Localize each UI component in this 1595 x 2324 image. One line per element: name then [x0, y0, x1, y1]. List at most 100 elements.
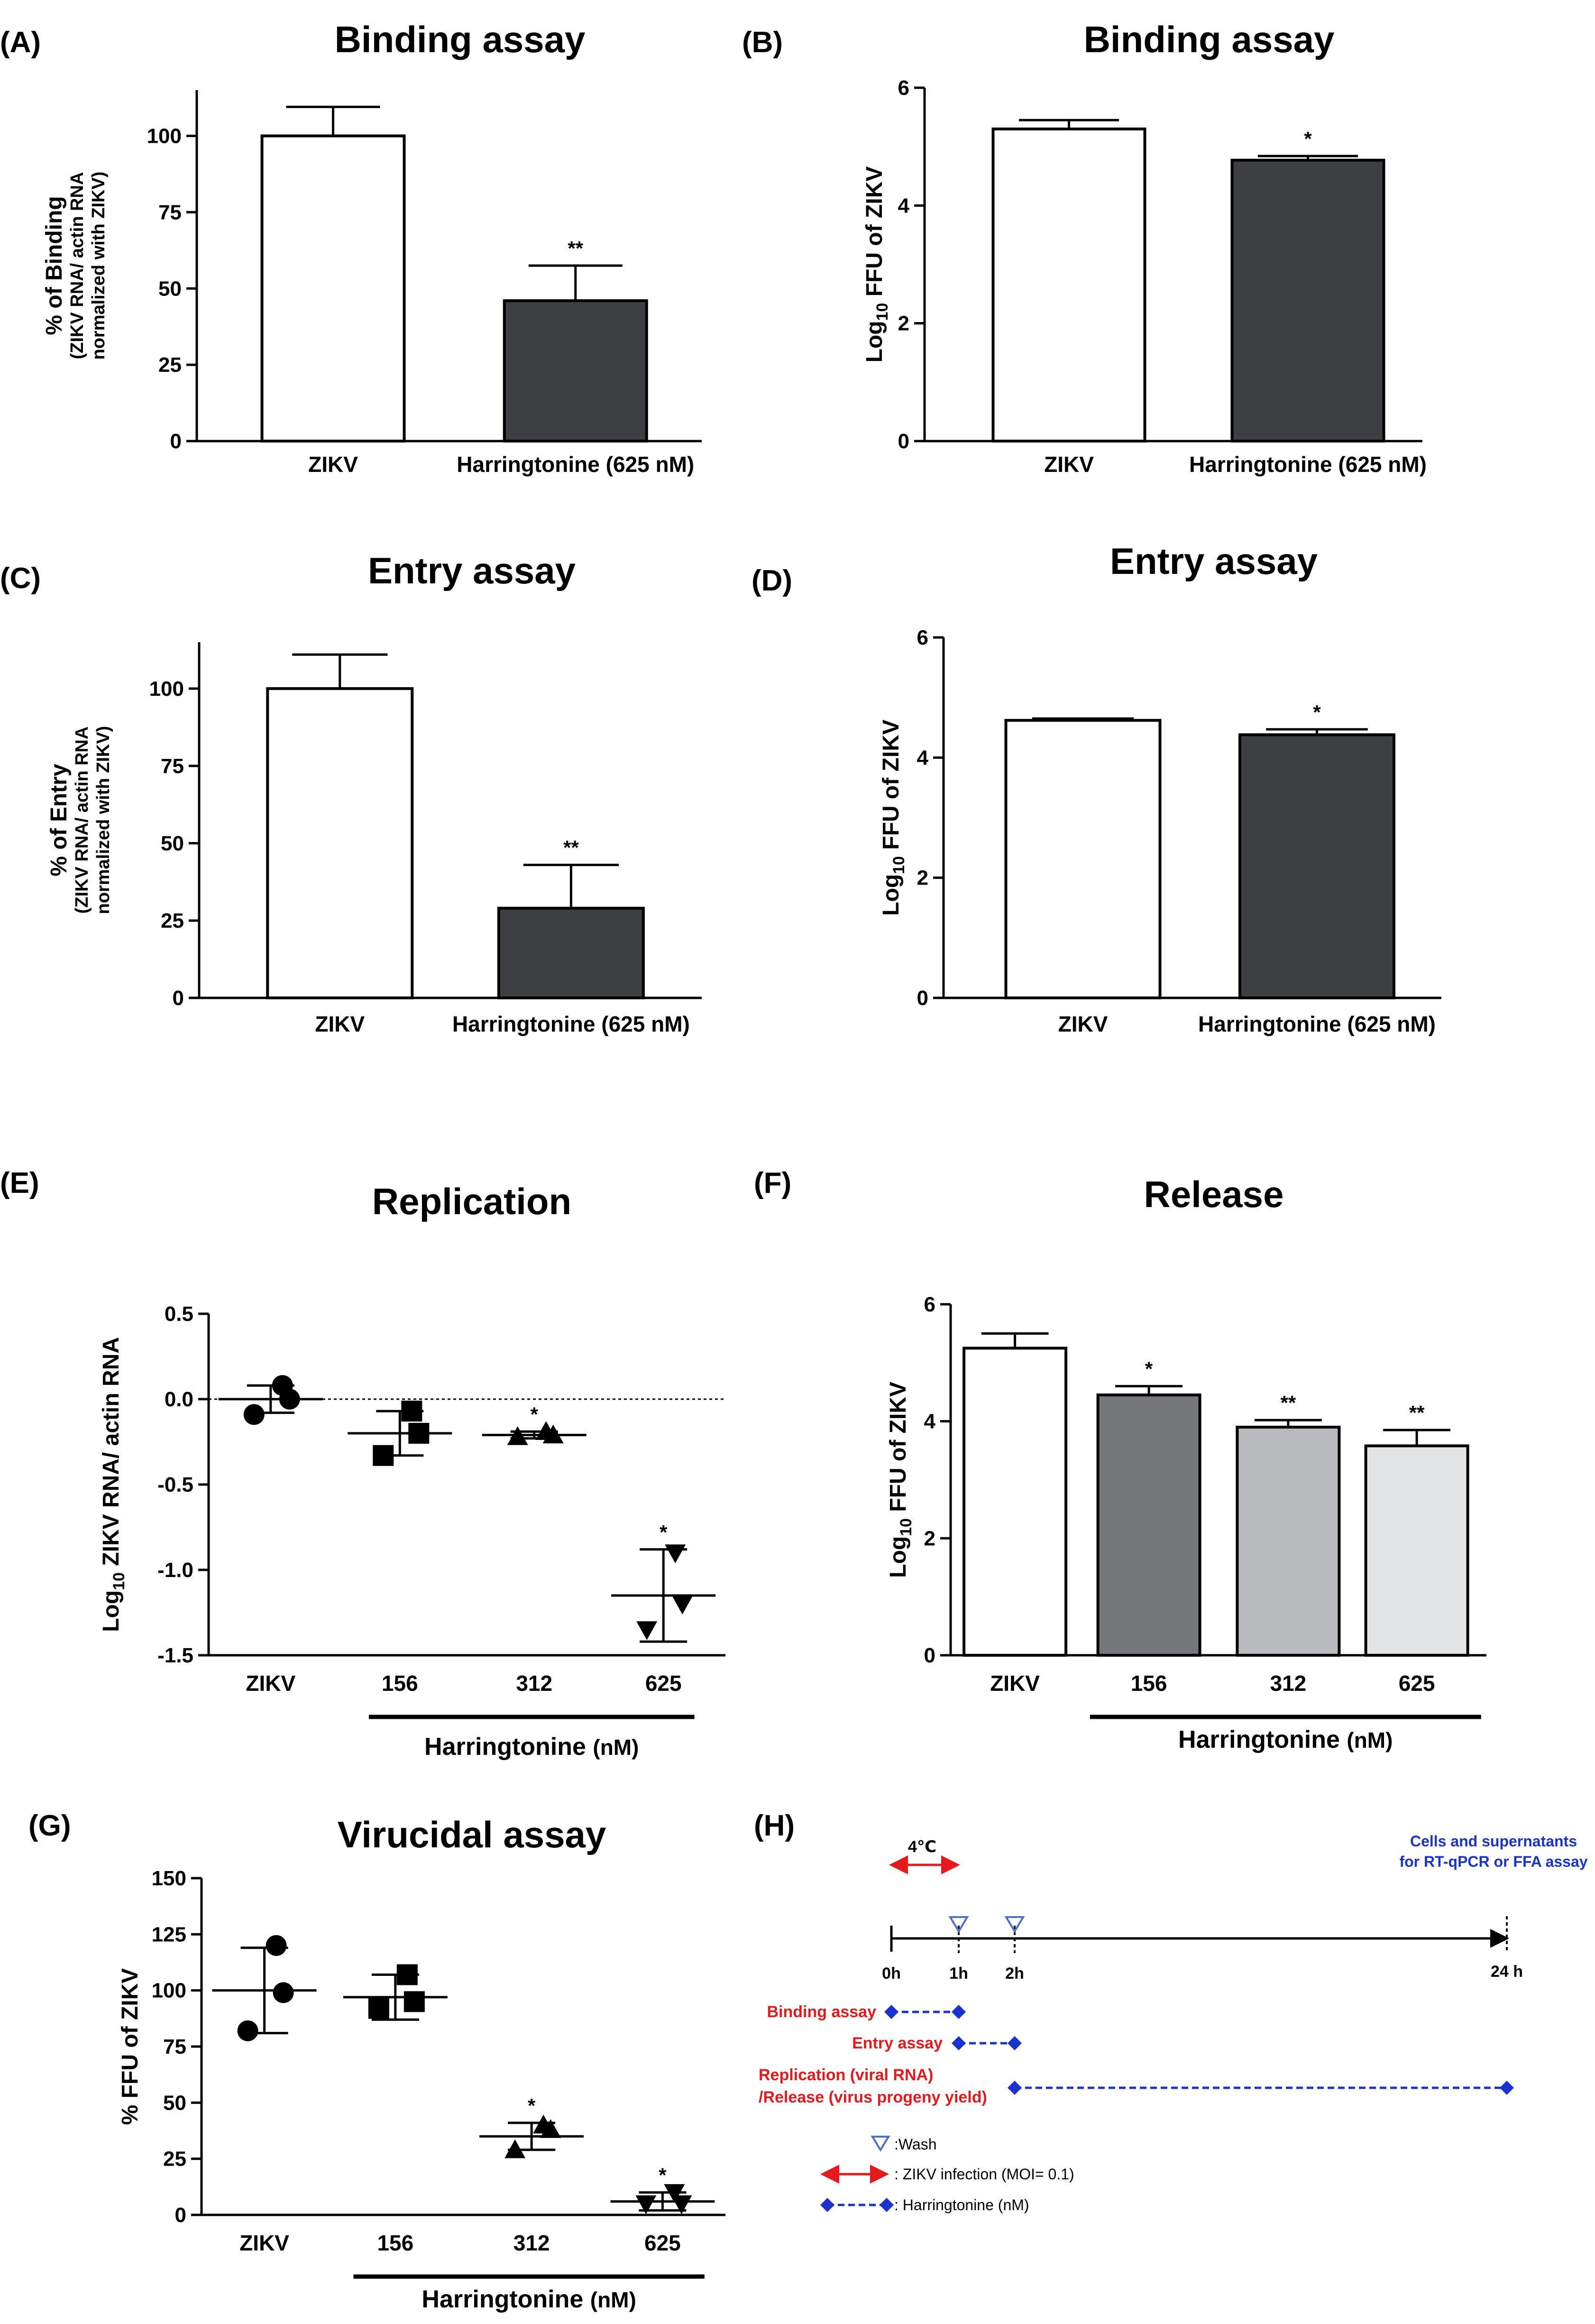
bar [1238, 733, 1395, 999]
y-tick-label: -0.5 [157, 1473, 193, 1496]
x-category-label: 156 [1131, 1671, 1167, 1696]
y-tick-label: 2 [898, 312, 909, 335]
y-tick-label: 0.5 [165, 1302, 193, 1326]
data-point [237, 2020, 258, 2041]
chart-title: Entry assay [368, 550, 576, 591]
panel-label: (A) [0, 26, 41, 59]
y-tick-label: 4 [917, 746, 929, 769]
y-tick-label: 25 [163, 2148, 186, 2171]
panel-label: (D) [752, 564, 792, 597]
group-label: Harringtonine (nM) [424, 1733, 639, 1761]
chart-panel-d: (D) Entry assay 0 2 4 6 Log10 FFU of ZIKV ZIKV *… [752, 540, 1441, 1036]
wash-icon [948, 1916, 969, 1933]
y-tick-label: 0 [173, 987, 184, 1010]
x-category-label: Harringtonine (625 nM) [1198, 1012, 1436, 1036]
y-tick-label: 125 [152, 1923, 186, 1946]
x-category-label: Harringtonine (625 nM) [452, 1012, 690, 1036]
x-category-label: ZIKV [246, 1671, 295, 1696]
significance-label: * [660, 1521, 668, 1543]
x-category-label: ZIKV [308, 452, 358, 477]
legend-wash-label: :Wash [894, 2136, 937, 2153]
chart-panel-b: (B) Binding assay 0 2 4 6 Log10 FFU of ZIKV ZIK… [742, 18, 1427, 477]
significance-label: ** [1409, 1402, 1425, 1424]
significance-label: ** [1281, 1392, 1296, 1414]
data-point [540, 2119, 561, 2138]
x-category-label: 312 [513, 2231, 550, 2255]
y-tick-label: 75 [161, 755, 184, 778]
y-tick-label: 0 [898, 430, 909, 453]
y-tick-label: -1.5 [157, 1644, 193, 1667]
chart-title: Binding assay [1084, 18, 1335, 60]
significance-label: ** [563, 837, 579, 859]
timeline-hour-label: 0h [882, 1964, 901, 1983]
bar [962, 1346, 1068, 1657]
y-axis-label: % FFU of ZIKV [118, 1968, 143, 2125]
bar [266, 687, 414, 999]
timeline-diagram: 4℃ 0h 1h 2h 24 h Cells and supernatants … [754, 1809, 1588, 2213]
data-point [279, 1389, 300, 1410]
data-point [243, 1404, 265, 1425]
bar [260, 134, 406, 443]
y-tick-label: 0 [170, 430, 182, 453]
bar [1096, 1393, 1201, 1657]
y-tick-label: 2 [917, 867, 928, 890]
y-tick-label: 6 [917, 626, 928, 649]
timeline-collect-label: Cells and supernatants [1410, 1833, 1577, 1850]
chart-panel-g: (G) Virucidal assay 0 25 50 75 100 125 150 % FFU … [28, 1809, 725, 2313]
significance-label: * [659, 2164, 667, 2186]
data-point [403, 1991, 425, 2012]
timeline-row-binding-label: Binding assay [767, 2003, 876, 2021]
data-point [373, 1445, 394, 1466]
timeline-hour-label: 2h [1005, 1964, 1024, 1983]
panel-label: (H) [754, 1809, 795, 1842]
data-point [408, 1423, 430, 1444]
panel-label: (E) [0, 1167, 39, 1199]
chart-title: Virucidal assay [338, 1814, 606, 1855]
y-axis-label: Log10 ZIKV RNA/ actin RNA [99, 1337, 128, 1632]
data-point [273, 1982, 294, 2003]
y-axis-label: (ZIKV RNA/ actin RNA [72, 727, 92, 914]
legend-infection-label: : ZIKV infection (MOI= 0.1) [894, 2166, 1074, 2183]
bar [497, 906, 645, 999]
panel-label: (C) [0, 562, 41, 595]
wash-icon [871, 2136, 890, 2152]
data-point [368, 1998, 389, 2019]
legend-harringtonine-label: : Harringtonine (nM) [894, 2196, 1029, 2213]
x-category-label: 625 [644, 2231, 681, 2255]
y-axis-label: Log10 FFU of ZIKV [879, 719, 908, 916]
data-point [635, 2195, 657, 2214]
y-tick-label: 0 [175, 2204, 186, 2227]
y-tick-label: 75 [158, 201, 182, 224]
y-tick-label: 25 [161, 909, 184, 932]
x-category-label: ZIKV [1058, 1012, 1108, 1036]
x-category-label: 625 [645, 1671, 682, 1696]
chart-panel-e: (E) Replication 0.5 0.0 -0.5 -1.0 -1.5 Log10 ZI… [0, 1167, 725, 1761]
chart-title: Replication [372, 1180, 571, 1222]
bar [1364, 1444, 1469, 1657]
y-tick-label: 0 [924, 1644, 935, 1667]
data-point [504, 2139, 526, 2158]
y-axis-label: % of Entry [46, 764, 72, 876]
y-tick-label: 100 [147, 125, 182, 148]
x-category-label: ZIKV [239, 2231, 289, 2255]
x-category-label: ZIKV [990, 1671, 1040, 1696]
y-tick-label: 50 [161, 832, 184, 855]
chart-panel-c: (C) Entry assay 0 25 50 75 100 % of Entry (ZIKV … [0, 550, 702, 1036]
chart-title: Entry assay [1110, 540, 1318, 582]
timeline-collect-label: for RT-qPCR or FFA assay [1399, 1853, 1587, 1870]
x-category-label: Harringtonine (625 nM) [457, 452, 694, 477]
x-category-label: 312 [1270, 1671, 1307, 1696]
timeline-row-replication-label: Replication (viral RNA) [759, 2066, 933, 2084]
group-label: Harringtonine (nM) [422, 2286, 636, 2313]
y-axis-label: normalized with ZIKV) [93, 726, 113, 914]
bar [503, 299, 648, 443]
y-axis-label: Log10 FFU of ZIKV [886, 1382, 915, 1578]
data-point [665, 1544, 686, 1563]
data-point [401, 1401, 422, 1422]
x-category-label: ZIKV [1044, 452, 1094, 477]
x-category-label: 625 [1399, 1671, 1435, 1696]
bar [1236, 1426, 1341, 1657]
significance-label: * [528, 2094, 536, 2117]
y-axis-label: (ZIKV RNA/ actin RNA [67, 172, 87, 360]
